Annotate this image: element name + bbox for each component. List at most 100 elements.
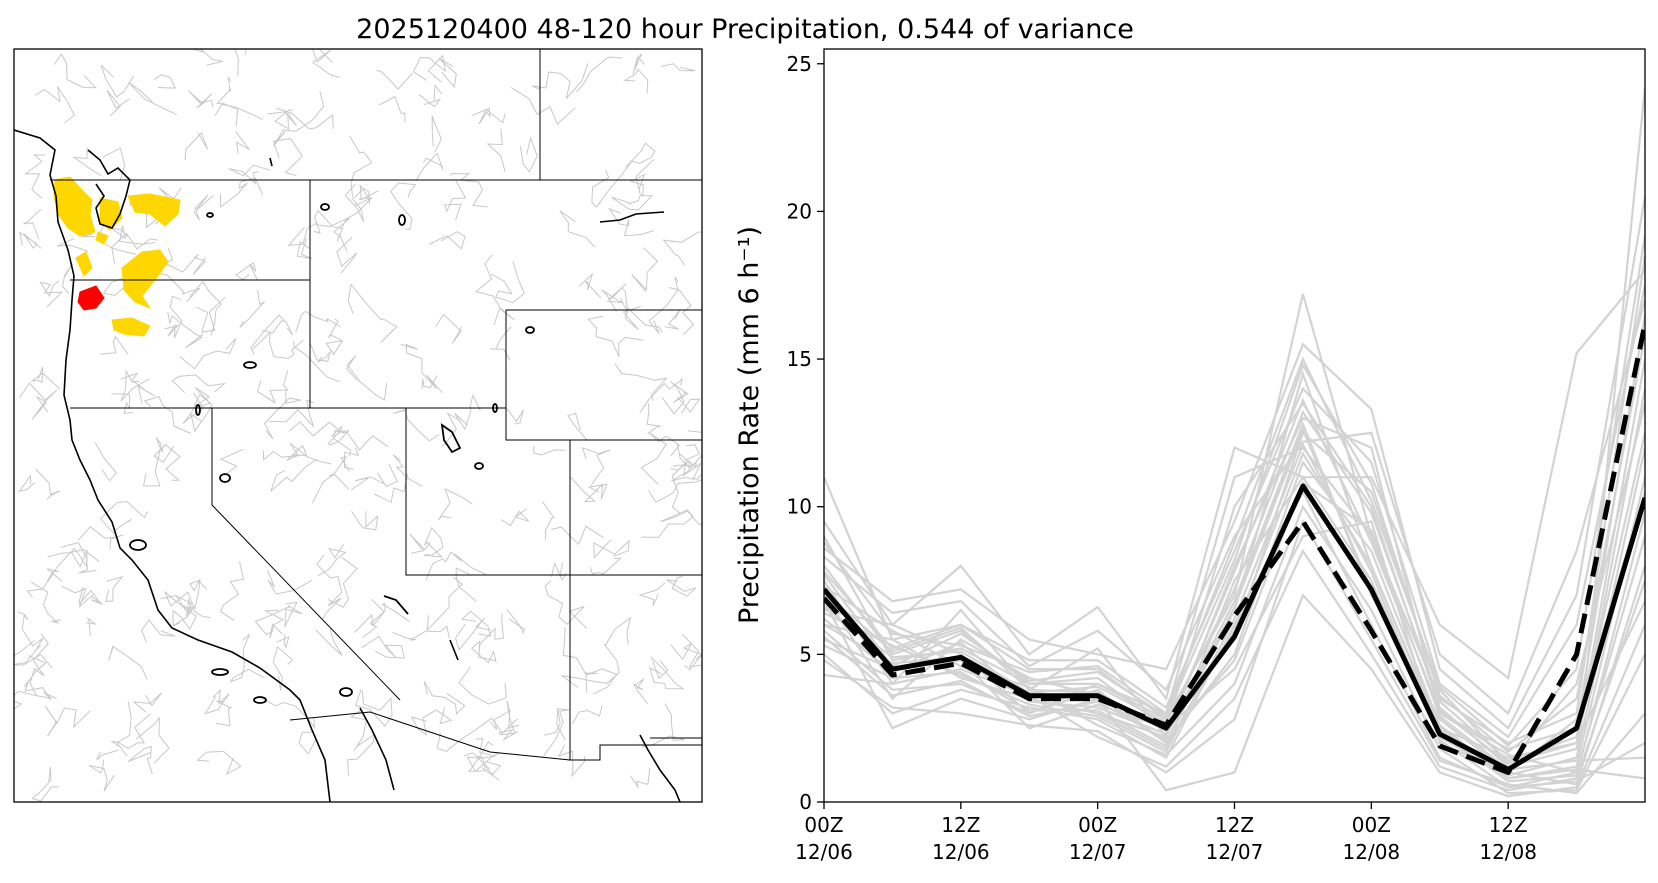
basin-boundary-segment	[591, 161, 632, 208]
dashed-series-line	[824, 323, 1645, 775]
basin-boundary-segment	[262, 320, 294, 336]
ensemble-member-line	[824, 397, 1645, 765]
basin-boundary-segment	[353, 598, 385, 633]
basin-boundary-segment	[105, 575, 124, 602]
ensemble-member-line	[824, 447, 1645, 777]
basin-boundary-segment	[426, 576, 463, 632]
basin-boundary-segment	[533, 446, 565, 456]
basin-boundary-segment	[344, 183, 370, 223]
basin-boundary-segment	[531, 63, 589, 99]
basin-boundary-segment	[660, 63, 696, 72]
basin-boundary-segment	[18, 474, 36, 493]
basin-boundary-segment	[26, 568, 63, 598]
basin-boundary-segment	[263, 390, 301, 440]
ensemble-member-line	[824, 403, 1645, 766]
basin-boundary-segment	[270, 458, 318, 492]
basin-boundary-segment	[629, 159, 655, 197]
ensemble-member-line	[824, 285, 1645, 739]
basin-boundary-segment	[640, 509, 694, 538]
basin-boundary-segment	[498, 700, 519, 741]
basin-boundary-segment	[44, 706, 91, 737]
highlighted-basins-yellow	[53, 176, 181, 337]
main-series	[824, 323, 1645, 775]
basin-boundary-segment	[460, 610, 492, 637]
basin-boundary-segment	[378, 95, 406, 123]
x-tick-label-time: 00Z	[1078, 813, 1117, 837]
basin-boundary-segment	[454, 393, 481, 431]
basin-boundary-segment	[31, 766, 59, 802]
basin-boundary-segment	[179, 337, 237, 370]
basin-boundary-segment	[639, 377, 684, 414]
basin-boundary-segment	[269, 399, 315, 427]
ensemble-member-line	[824, 518, 1645, 795]
basin-boundary-segment	[423, 680, 466, 716]
basin-boundary-segment	[506, 408, 524, 425]
x-tick-label-date: 12/06	[932, 840, 990, 864]
basin-boundary-segment	[608, 283, 629, 314]
ensemble-member-line	[824, 269, 1645, 702]
basin-boundary-segment	[562, 627, 598, 675]
ensemble-member-line	[824, 335, 1645, 754]
basin-boundary-segment	[661, 510, 702, 526]
basin-boundary-segment	[272, 91, 325, 147]
y-tick-label: 10	[787, 495, 812, 519]
map-background	[14, 49, 702, 802]
basin-boundary-segment	[215, 700, 233, 727]
basin-boundary-segment	[325, 318, 344, 356]
basin-boundary-segment	[423, 526, 444, 558]
plot-frame	[823, 48, 1646, 803]
basin-boundary-segment	[106, 90, 130, 117]
ensemble-member-line	[824, 234, 1645, 748]
basin-boundary-segment	[670, 641, 702, 671]
basin-boundary-segment	[561, 643, 620, 688]
basin-boundary-segment	[284, 601, 303, 628]
basin-boundary-segment	[132, 692, 162, 713]
basin-boundary-segment	[315, 628, 343, 656]
basin-boundary-segment	[14, 690, 57, 710]
basin-boundary-segment	[153, 74, 176, 89]
basin-boundary-segment	[333, 429, 389, 457]
basin-boundary-segment	[651, 660, 669, 679]
basin-boundary-segment	[474, 254, 515, 326]
map-panel	[13, 48, 703, 803]
basin-boundary-segment	[471, 640, 497, 664]
basin-boundary-segment	[559, 210, 596, 248]
x-tick-label-time: 12Z	[941, 813, 980, 837]
basin-boundary-segment	[443, 180, 467, 221]
basin-boundary-segment	[354, 689, 393, 727]
basin-boundary-segment	[576, 56, 623, 93]
basin-boundary-segment	[86, 617, 97, 637]
basin-boundary-segment	[23, 154, 46, 199]
basin-boundary-segment	[648, 276, 679, 335]
basin-boundary-segment	[412, 54, 446, 83]
basin-boundary-segment	[267, 569, 313, 595]
basin-boundary-segment	[184, 132, 209, 161]
basin-boundary-segment	[458, 666, 507, 705]
basin-boundary-segment	[17, 611, 44, 648]
lakes	[129, 203, 535, 704]
y-tick-label: 20	[787, 199, 812, 223]
basin-boundary-segment	[315, 218, 350, 252]
basin-boundary-segment	[349, 135, 373, 198]
basin-boundary-segment	[102, 147, 126, 181]
x-tick-label-date: 12/06	[795, 840, 853, 864]
basin-boundary-segment	[239, 289, 266, 329]
basin-boundary-segment	[100, 335, 129, 355]
basin-boundary-segment	[250, 314, 285, 355]
basin-boundary-segment	[317, 544, 347, 577]
basin-boundary-segment	[228, 164, 271, 186]
basin-boundary-segment	[196, 296, 226, 333]
basin-boundary-segment	[376, 69, 414, 90]
basin-boundary-segment	[463, 738, 496, 770]
basin-boundary-segment	[311, 473, 336, 504]
basin-boundary-segment	[336, 237, 358, 274]
basin-boundary-segment	[489, 326, 512, 361]
basin-boundary-segment	[468, 741, 500, 781]
basin-boundary-segment	[668, 287, 695, 336]
basin-boundary-segment	[251, 331, 304, 360]
basin-boundary-segment	[543, 708, 570, 757]
y-tick-label: 5	[799, 642, 812, 666]
basin-boundary-segment	[490, 260, 525, 304]
basin-boundary-segment	[296, 238, 313, 259]
basin-boundary-segment	[272, 646, 294, 691]
